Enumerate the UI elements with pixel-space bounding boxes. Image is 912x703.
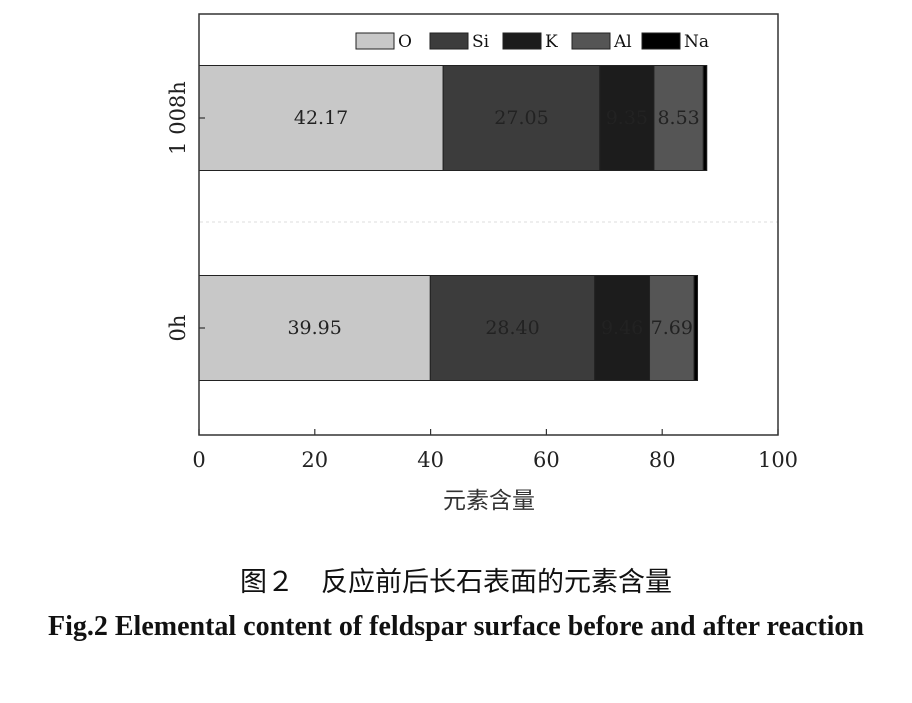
bar-segment-o-0 (198, 65, 444, 171)
legend-label: Si (472, 32, 490, 52)
bar-value-label: 39.95 (287, 317, 341, 339)
bar-segment-na-1 (693, 275, 699, 381)
bar-segment-k-1 (594, 275, 651, 381)
bar-segment-na-0 (702, 65, 708, 171)
x-tick-label: 100 (758, 448, 798, 472)
legend-label: Na (684, 32, 709, 52)
value-labels-layer: 42.17 27.05 9.35 8.53 39.95 28.40 9.46 7.69 (287, 107, 699, 339)
legend-label: O (398, 32, 412, 52)
bar-segment-al-0 (653, 65, 704, 171)
bar-segment-si-0 (442, 65, 601, 171)
bar-value-label: 28.40 (485, 317, 539, 339)
legend-swatch-k (502, 32, 542, 50)
bar-value-label: 9.35 (606, 107, 648, 129)
legend-swatch-si (429, 32, 469, 50)
x-tick-label: 0 (192, 448, 205, 472)
legend-swatch-na (641, 32, 681, 50)
x-tick-label: 20 (301, 448, 328, 472)
plot-frame (198, 13, 779, 436)
bar-segment-k-0 (599, 65, 655, 171)
figure-caption-en: Fig.2 Elemental content of feldspar surf… (47, 611, 864, 642)
bar-segment-si-1 (429, 275, 596, 381)
y-category-label: 0h (166, 315, 190, 342)
bars-layer (198, 65, 708, 381)
legend-label: Al (613, 32, 632, 52)
x-tick-label: 40 (417, 448, 444, 472)
bar-value-label: 9.46 (601, 317, 643, 339)
legend: O Si K Al Na (355, 32, 709, 52)
y-axis: 1 008h 0h (166, 81, 205, 341)
bar-value-label: 8.53 (657, 107, 699, 129)
x-tick-label: 60 (533, 448, 560, 472)
legend-swatch-o (355, 32, 395, 50)
bar-value-label: 27.05 (494, 107, 548, 129)
legend-label: K (545, 32, 558, 52)
legend-swatch-al (571, 32, 611, 50)
bar-value-label: 7.69 (651, 317, 693, 339)
figure-caption-cn: 图２ 反应前后长石表面的元素含量 (240, 567, 672, 598)
bar-value-label: 42.17 (294, 107, 348, 129)
bar-segment-al-1 (649, 275, 695, 381)
x-axis: 0 20 40 60 80 100 (192, 429, 798, 472)
x-axis-label: 元素含量 (443, 488, 535, 514)
y-category-label: 1 008h (166, 81, 190, 155)
bar-segment-o-1 (198, 275, 431, 381)
x-tick-label: 80 (649, 448, 676, 472)
